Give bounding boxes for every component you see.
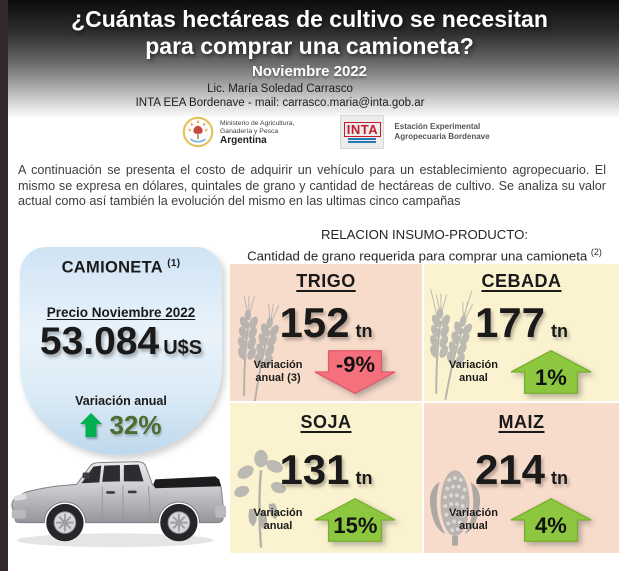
crop-value-unit: tn — [355, 321, 373, 341]
down-arrow-icon — [315, 350, 396, 395]
variation-arrow-up: 1% — [508, 349, 594, 395]
crop-value-number: 177 — [474, 299, 546, 346]
crop-value-number: 152 — [279, 299, 350, 346]
crop-value-unit: tn — [551, 468, 569, 488]
page-subtitle: Noviembre 2022 — [251, 63, 368, 80]
inta-blue-line-1 — [348, 138, 377, 140]
page-title: ¿Cuántas hectáreas de cultivo se necesit… — [0, 0, 619, 60]
crop-value: 131 tn — [230, 449, 422, 499]
variation-value: -9% — [335, 352, 376, 377]
barley-icon — [427, 288, 479, 401]
up-arrow-icon — [80, 413, 103, 437]
camioneta-title: CAMIONETA (1) — [20, 258, 222, 278]
variation-arrow-up: 4% — [508, 497, 594, 543]
variation-row: Variación anual 1% — [424, 349, 619, 395]
variation-label: Variación anual — [253, 507, 303, 532]
crop-value-number: 214 — [474, 446, 546, 493]
crop-value: 152 tn — [230, 302, 422, 352]
camioneta-title-text: CAMIONETA — [61, 258, 163, 277]
ministry-line1: Ministerio de Agricultura, — [220, 119, 295, 127]
price-label: Precio Noviembre 2022 — [46, 304, 196, 320]
ministry-line2: Ganadería y Pesca — [220, 127, 279, 135]
variation-value: 4% — [535, 513, 567, 538]
relacion-footnote-marker: (2) — [590, 246, 602, 257]
variation-label: Variación anual — [449, 359, 498, 384]
variation-label: Variación anual (3) — [253, 359, 303, 384]
price-currency: U$S — [163, 336, 203, 359]
logos-row: Ministerio de Agricultura, Ganadería y P… — [182, 114, 490, 150]
crop-value: 177 tn — [424, 302, 619, 352]
variation-arrow-up: 15% — [312, 497, 398, 543]
pickup-truck-image — [4, 448, 230, 552]
variation-value: 15% — [333, 513, 378, 538]
variation-arrow-down: -9% — [312, 349, 398, 395]
camioneta-variation-label: Variación anual — [75, 393, 167, 408]
crop-value-unit: tn — [355, 468, 373, 488]
author-block: Lic. María Soledad Carrasco INTA EEA Bor… — [0, 82, 560, 110]
relacion-title: RELACION INSUMO-PRODUCTO: — [320, 227, 529, 242]
crop-name: TRIGO — [296, 271, 356, 291]
crop-cell-soja: SOJA 131 tn Variación anual 15% — [230, 403, 422, 553]
inta-logo: INTA Estación Experimental Agropecuaria … — [340, 115, 490, 149]
left-edge-strip — [0, 0, 8, 571]
inta-station-text: Estación Experimental Agropecuaria Borde… — [394, 122, 489, 142]
crop-cell-trigo: TRIGO 152 tn Variación anual (3) -9% — [230, 264, 422, 401]
variation-value: 1% — [535, 365, 567, 390]
author-contact: INTA EEA Bordenave - mail: carrasco.mari… — [135, 97, 425, 109]
author-name: Lic. María Soledad Carrasco — [207, 83, 353, 95]
crop-value: 214 tn — [424, 449, 619, 499]
inta-acronym: INTA — [343, 121, 382, 137]
crop-name: SOJA — [300, 412, 352, 432]
argentina-emblem-icon — [182, 116, 214, 148]
up-arrow-icon — [510, 349, 592, 394]
camioneta-variation: 32% — [20, 410, 222, 441]
crop-cell-maiz: MAIZ 214 tn Variación anual 4% — [424, 403, 619, 553]
crop-value-number: 131 — [279, 446, 350, 493]
ministry-text: Ministerio de Agricultura, Ganadería y P… — [220, 119, 295, 146]
corn-icon — [429, 470, 481, 546]
up-arrow-icon — [510, 497, 592, 542]
variation-row: Variación anual 15% — [230, 497, 422, 543]
camioneta-footnote-marker: (1) — [167, 258, 181, 269]
inta-blue-line-2 — [348, 141, 377, 143]
page-title-line2: para comprar una camioneta? — [145, 33, 474, 59]
inta-station-line1: Estación Experimental — [394, 122, 481, 131]
relacion-subtitle: Cantidad de grano requerida para comprar… — [247, 247, 588, 263]
inta-logo-box: INTA — [340, 115, 385, 149]
variation-row: Variación anual 4% — [424, 497, 619, 543]
camioneta-panel: CAMIONETA (1) Precio Noviembre 2022 53.0… — [20, 247, 222, 455]
page-title-line1: ¿Cuántas hectáreas de cultivo se necesit… — [71, 6, 548, 32]
header-banner: ¿Cuántas hectáreas de cultivo se necesit… — [0, 0, 619, 118]
ministry-country: Argentina — [220, 134, 267, 146]
price-value: 53.084 U$S — [20, 319, 222, 369]
crop-name: CEBADA — [481, 271, 562, 291]
relacion-heading: RELACION INSUMO-PRODUCTO: Cantidad de gr… — [230, 226, 619, 264]
variation-row: Variación anual (3) -9% — [230, 349, 422, 395]
camioneta-variation-value: 32% — [109, 409, 162, 440]
pickup-truck-icon — [11, 461, 227, 548]
inta-station-line2: Agropecuaria Bordenave — [394, 132, 490, 141]
variation-label: Variación anual — [449, 507, 498, 532]
relacion-subtitle-line: Cantidad de grano requerida para comprar… — [230, 244, 619, 265]
soybean-icon — [234, 449, 286, 548]
crop-value-unit: tn — [551, 321, 569, 341]
argentina-ministry-logo: Ministerio de Agricultura, Ganadería y P… — [182, 114, 294, 150]
crop-cell-cebada: CEBADA 177 tn Variación anual 1% — [424, 264, 619, 401]
price-number: 53.084 — [39, 319, 160, 363]
crop-name: MAIZ — [498, 412, 545, 432]
intro-paragraph: A continuación se presenta el costo de a… — [18, 163, 606, 209]
up-arrow-icon — [315, 497, 396, 542]
